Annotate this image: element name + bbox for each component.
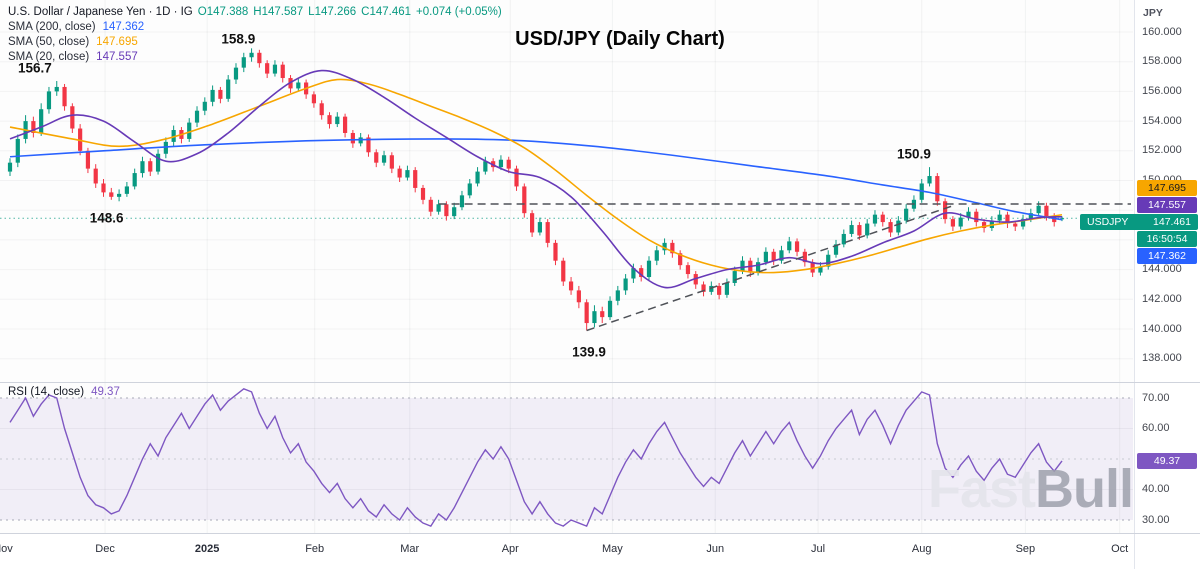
open-label: O bbox=[197, 6, 207, 18]
gridlines bbox=[0, 0, 1133, 533]
sma20-value: 147.557 bbox=[96, 51, 138, 63]
month-label-oct: Oct bbox=[1111, 543, 1129, 555]
price-tick-label: 150.000 bbox=[1142, 174, 1182, 186]
month-label-2025: 2025 bbox=[194, 543, 220, 555]
sma-200-line[interactable] bbox=[9, 138, 1063, 221]
rsi-legend[interactable]: RSI (14, close) 49.37 bbox=[8, 386, 120, 398]
legend-sma200[interactable]: SMA (200, close) 147.362 bbox=[8, 20, 502, 35]
price-tick-label: 160.000 bbox=[1142, 25, 1182, 38]
price-annotation-150.9: 150.9 bbox=[897, 146, 931, 162]
rsi-band bbox=[0, 398, 1133, 520]
month-label-jul: Jul bbox=[811, 543, 826, 555]
price-tick-label: 146.000 bbox=[1142, 233, 1182, 246]
rsi-line[interactable] bbox=[9, 388, 1063, 527]
price-annotation-139.9: 139.9 bbox=[572, 344, 606, 360]
rsi-value: 49.37 bbox=[91, 386, 120, 398]
month-label-sep: Sep bbox=[1015, 543, 1036, 555]
sma50-value: 147.695 bbox=[96, 36, 138, 48]
price-annotation-148.6: 148.6 bbox=[89, 210, 124, 226]
sma200-label: SMA (200, close) bbox=[8, 21, 96, 33]
close-value: 147.461 bbox=[369, 6, 412, 18]
symbol-title[interactable]: U.S. Dollar / Japanese Yen · 1D · IG bbox=[8, 6, 193, 18]
sma200-value: 147.362 bbox=[102, 21, 145, 33]
rsi-tick-label: 30.00 bbox=[1142, 513, 1170, 526]
watermark-part2: Bull bbox=[1035, 459, 1134, 519]
month-label-jun: Jun bbox=[706, 543, 725, 555]
close-label: C bbox=[361, 6, 370, 18]
chart-legend: U.S. Dollar / Japanese Yen · 1D · IG O147… bbox=[8, 5, 502, 65]
price-tick-label: 158.000 bbox=[1142, 55, 1182, 68]
watermark-part1: Fast bbox=[928, 459, 1036, 519]
month-label-dec: Dec bbox=[95, 543, 115, 555]
change-value: +0.074 (+0.05%) bbox=[416, 6, 502, 18]
price-annotation-158.9: 158.9 bbox=[221, 31, 256, 47]
price-tick-label: 154.000 bbox=[1142, 114, 1182, 127]
sma50-label: SMA (50, close) bbox=[8, 36, 90, 48]
open-value: 147.388 bbox=[206, 6, 249, 18]
ohlc-values: O147.388 H147.587 L147.266 C147.461 +0.074 (… bbox=[193, 6, 502, 18]
month-label-feb: Feb bbox=[305, 543, 325, 555]
price-annotation-156.7: 156.7 bbox=[18, 60, 52, 76]
price-tick-label: 138.000 bbox=[1142, 352, 1182, 365]
pane-separator[interactable] bbox=[0, 382, 1200, 383]
symbol-row[interactable]: U.S. Dollar / Japanese Yen · 1D · IG O147… bbox=[8, 5, 502, 20]
sma-20-line[interactable] bbox=[9, 69, 1063, 289]
legend-sma20[interactable]: SMA (20, close) 147.557 bbox=[8, 50, 502, 65]
rsi-tick-label: 70.00 bbox=[1142, 391, 1170, 404]
sma20-label: SMA (20, close) bbox=[8, 51, 90, 63]
price-tick-label: 140.000 bbox=[1142, 322, 1182, 335]
month-label-apr: Apr bbox=[501, 543, 519, 555]
legend-sma50[interactable]: SMA (50, close) 147.695 bbox=[8, 35, 502, 50]
month-label-nov: Nov bbox=[0, 543, 13, 555]
month-label-mar: Mar bbox=[400, 543, 420, 555]
rsi-label: RSI (14, close) bbox=[8, 386, 85, 398]
time-axis[interactable]: Nov Dec 2025 Feb Mar Apr May Jun Jul Aug Sep Oct bbox=[0, 533, 1135, 569]
price-tick-label: 156.000 bbox=[1142, 84, 1182, 97]
price-tick-label: 144.000 bbox=[1142, 263, 1182, 276]
high-label: H bbox=[253, 6, 262, 18]
price-axis[interactable]: JPY 160.000 158.000 156.000 154.000 152.000 1… bbox=[1134, 0, 1200, 569]
low-value: 147.266 bbox=[314, 6, 357, 18]
low-label: L bbox=[308, 6, 315, 18]
price-tick-label: 152.000 bbox=[1142, 144, 1182, 157]
chart-title-annotation: USD/JPY (Daily Chart) bbox=[515, 28, 725, 50]
candlestick-series[interactable] bbox=[7, 48, 1065, 331]
month-label-may: May bbox=[601, 543, 623, 555]
price-tick-label: 142.000 bbox=[1142, 292, 1182, 305]
price-tick-label: 148.000 bbox=[1142, 203, 1182, 216]
fastbull-watermark: FastBull bbox=[928, 458, 1134, 520]
high-value: 147.587 bbox=[261, 6, 304, 18]
axis-currency-label: JPY bbox=[1143, 7, 1163, 19]
rsi-tick-label: 40.00 bbox=[1142, 483, 1170, 495]
month-label-aug: Aug bbox=[911, 543, 932, 555]
axis-separator bbox=[0, 533, 1200, 534]
rsi-tick-label: 60.00 bbox=[1142, 422, 1170, 434]
